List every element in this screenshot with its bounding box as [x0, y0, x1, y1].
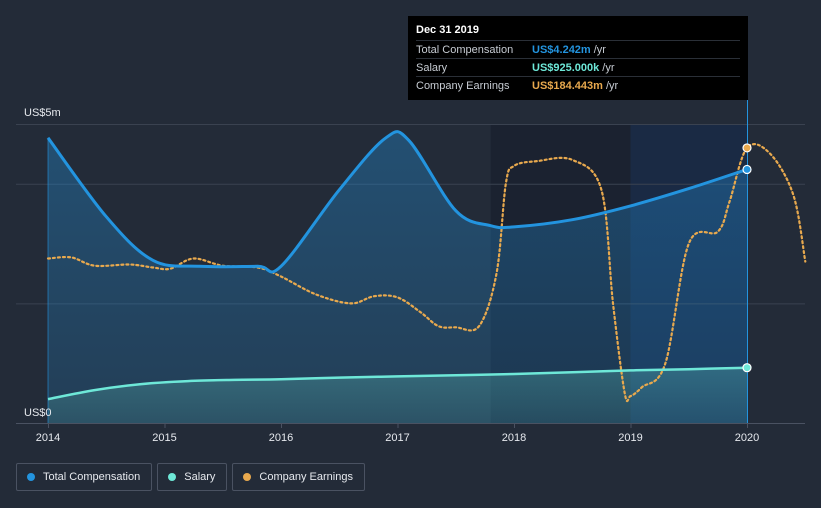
legend-dot-icon — [243, 473, 252, 481]
x-tick-label: 2015 — [152, 432, 176, 444]
legend-item-salary[interactable]: Salary — [157, 463, 228, 491]
tooltip-value: US$184.443m — [532, 79, 603, 92]
legend-item-company-earnings[interactable]: Company Earnings — [232, 463, 365, 491]
legend-dot-icon — [168, 473, 177, 481]
tooltip-label: Total Compensation — [416, 43, 514, 56]
salary-area — [48, 367, 747, 423]
legend-label: Company Earnings — [259, 471, 353, 483]
tooltip-value: US$925.000k — [532, 61, 600, 74]
company-earnings-line — [46, 143, 807, 403]
x-tick-label: 2020 — [735, 432, 759, 444]
legend: Total Compensation Salary Company Earnin… — [16, 463, 365, 491]
salary-point — [742, 363, 752, 373]
y-tick-label: US$5m — [24, 107, 61, 119]
x-tick-label: 2014 — [36, 432, 60, 444]
tooltip-row-total: Total Compensation US$4.242m /yr — [416, 40, 740, 58]
total-compensation-area — [48, 131, 747, 423]
y-tick-label: US$0 — [24, 407, 52, 419]
tooltip-label: Salary — [416, 61, 448, 74]
tooltip-unit: /yr — [593, 43, 606, 56]
x-tick-label: 2016 — [269, 432, 293, 444]
x-tick-label: 2018 — [502, 432, 526, 444]
tooltip-date: Dec 31 2019 — [416, 24, 479, 36]
legend-label: Salary — [184, 471, 216, 483]
salary-line — [47, 366, 748, 401]
tooltip: Dec 31 2019 Total Compensation US$4.242m… — [408, 16, 748, 100]
total-compensation-point — [742, 164, 752, 175]
legend-item-total-compensation[interactable]: Total Compensation — [16, 463, 153, 491]
legend-dot-icon — [27, 473, 35, 481]
compensation-chart: US$5m US$0 2014 2015 2016 2017 2018 2019 2020 — [16, 100, 807, 444]
tooltip-unit: /yr — [605, 79, 619, 92]
tooltip-value: US$4.242m — [532, 43, 591, 56]
tooltip-row-earnings: Company Earnings US$184.443m /yr — [416, 76, 740, 94]
total-compensation-line — [46, 130, 748, 274]
legend-label: Total Compensation — [43, 471, 141, 483]
company-earnings-point — [742, 143, 752, 153]
tooltip-row-salary: Salary US$925.000k /yr — [416, 58, 740, 76]
x-tick-label: 2019 — [618, 432, 642, 444]
x-tick-label: 2017 — [385, 432, 409, 444]
tooltip-label: Company Earnings — [416, 79, 510, 92]
tooltip-unit: /yr — [602, 61, 615, 74]
